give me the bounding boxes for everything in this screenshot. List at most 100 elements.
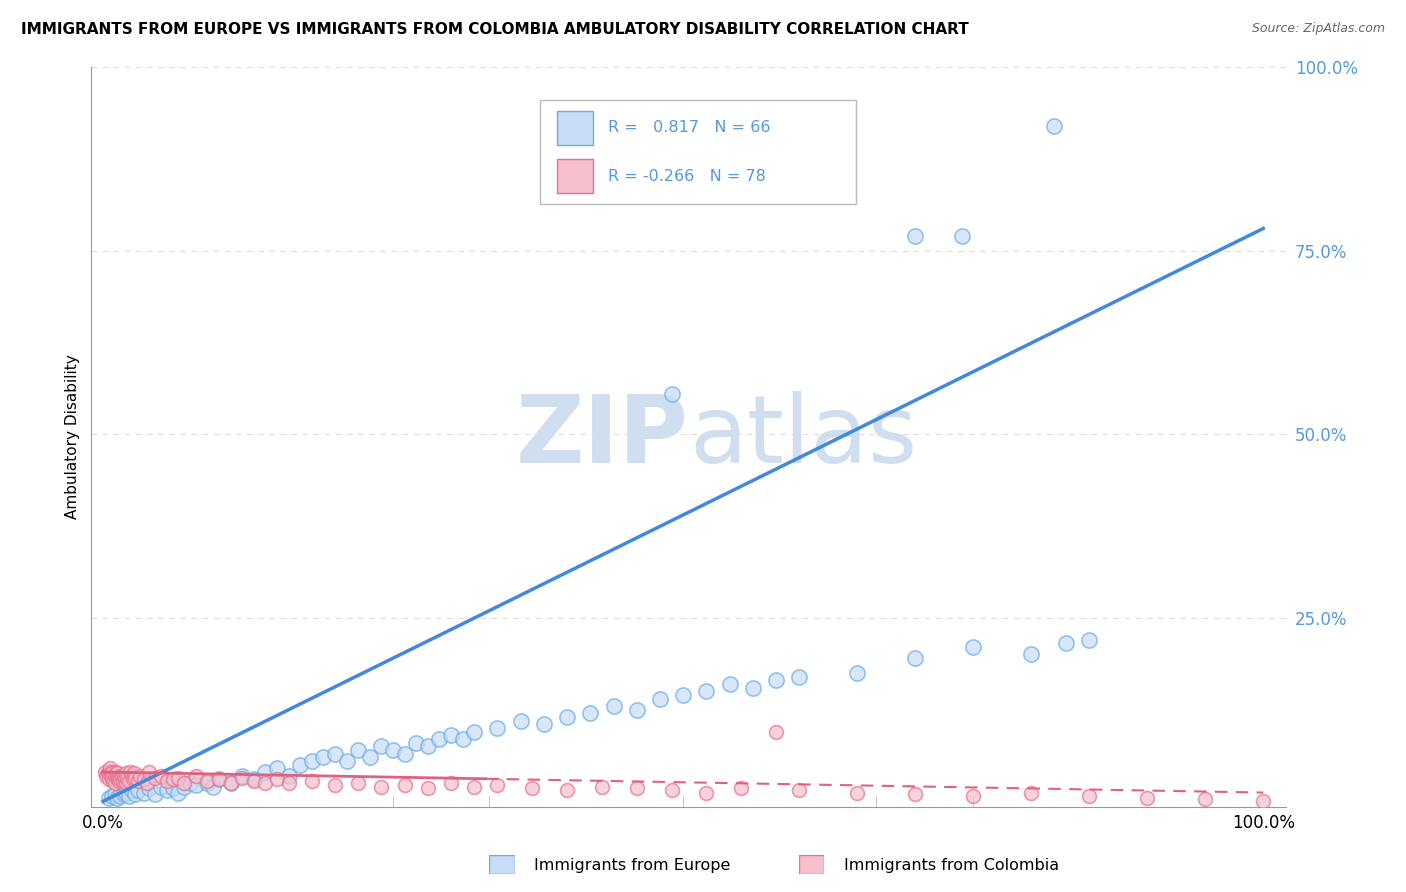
Point xyxy=(100,769,122,783)
Point xyxy=(661,386,683,401)
Point xyxy=(104,787,127,801)
Point xyxy=(1019,786,1042,800)
Point xyxy=(124,787,146,801)
Point xyxy=(695,786,717,800)
Point xyxy=(115,766,138,780)
Point xyxy=(1054,636,1077,650)
Point xyxy=(104,776,127,790)
Point xyxy=(323,778,346,792)
Point xyxy=(1251,794,1274,808)
Point xyxy=(115,786,138,800)
Point xyxy=(97,772,120,787)
Point xyxy=(1078,632,1101,647)
Point xyxy=(112,787,135,801)
Point xyxy=(787,783,810,797)
Point xyxy=(143,771,166,785)
Point xyxy=(143,787,166,801)
Point xyxy=(1019,648,1042,662)
Point xyxy=(173,776,195,790)
Point xyxy=(110,789,132,803)
Point xyxy=(202,780,225,794)
Point xyxy=(522,781,544,796)
Point xyxy=(156,783,179,797)
Text: Immigrants from Colombia: Immigrants from Colombia xyxy=(844,858,1059,872)
Y-axis label: Ambulatory Disability: Ambulatory Disability xyxy=(65,355,80,519)
Point xyxy=(555,783,578,797)
Point xyxy=(533,717,555,731)
Point xyxy=(846,786,869,800)
Point xyxy=(219,776,242,790)
Point xyxy=(100,764,122,779)
Point xyxy=(111,773,134,788)
Point xyxy=(104,764,127,779)
Point xyxy=(150,780,173,794)
Point xyxy=(179,776,201,790)
Point xyxy=(105,771,128,785)
Bar xyxy=(558,112,593,145)
Point xyxy=(129,769,152,783)
Point xyxy=(121,783,143,797)
Point xyxy=(136,776,159,790)
Point xyxy=(112,769,135,783)
Point xyxy=(97,764,120,778)
Point xyxy=(1194,792,1216,806)
Point xyxy=(266,761,288,775)
Point xyxy=(197,773,219,788)
Point xyxy=(104,769,127,783)
Text: ZIP: ZIP xyxy=(516,391,689,483)
Point xyxy=(602,698,624,713)
Point xyxy=(97,790,120,805)
Point xyxy=(219,776,242,790)
Point xyxy=(370,780,392,794)
Point xyxy=(173,780,195,794)
Point xyxy=(94,764,117,779)
Point xyxy=(124,766,146,780)
Point xyxy=(787,669,810,683)
Point xyxy=(277,769,299,783)
Point xyxy=(463,780,485,794)
Point xyxy=(110,772,132,787)
Point xyxy=(117,789,139,803)
Point xyxy=(243,773,266,788)
Point xyxy=(105,790,128,805)
Point xyxy=(347,743,370,757)
Point xyxy=(114,772,136,787)
Point xyxy=(115,776,138,790)
Bar xyxy=(558,160,593,193)
Point xyxy=(463,724,485,739)
Point xyxy=(416,781,439,796)
Point xyxy=(132,786,155,800)
Point xyxy=(846,665,869,680)
Point xyxy=(118,764,141,779)
Point xyxy=(730,781,752,796)
Point xyxy=(101,771,124,785)
Point xyxy=(110,771,132,785)
Point xyxy=(718,677,741,691)
Point xyxy=(486,721,509,735)
Point xyxy=(765,673,787,688)
Point xyxy=(661,783,683,797)
Point xyxy=(626,702,648,716)
Point xyxy=(440,728,463,742)
Point xyxy=(208,772,231,787)
Point xyxy=(208,772,231,787)
Text: atlas: atlas xyxy=(689,391,917,483)
Point xyxy=(101,766,124,780)
Point xyxy=(359,750,381,764)
Point xyxy=(122,772,145,787)
Point xyxy=(1136,790,1159,805)
Point xyxy=(266,772,288,787)
Point xyxy=(591,780,613,794)
Point xyxy=(741,681,763,695)
Point xyxy=(150,769,173,783)
Point xyxy=(347,776,370,790)
Point xyxy=(127,773,149,788)
Point xyxy=(96,769,118,783)
Point xyxy=(167,786,190,800)
Point xyxy=(231,769,253,783)
Point xyxy=(394,747,416,761)
Text: Source: ZipAtlas.com: Source: ZipAtlas.com xyxy=(1251,22,1385,36)
Point xyxy=(429,731,451,746)
Point xyxy=(132,772,155,787)
Point xyxy=(197,776,219,790)
